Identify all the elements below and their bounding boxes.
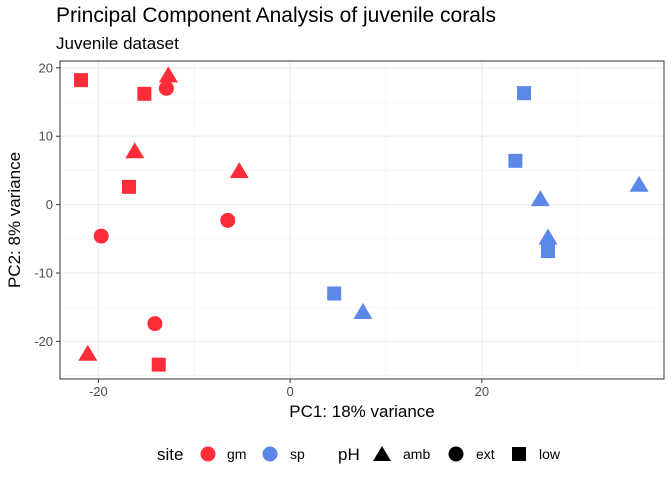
x-tick-label: 20 (475, 384, 489, 399)
legend-title-site: site (157, 445, 183, 464)
legend-label-amb: amb (403, 446, 430, 462)
y-tick-label: -10 (34, 266, 53, 281)
data-point-sp-amb (538, 228, 558, 245)
legend: site gm sp pH amb ext low (157, 445, 561, 464)
x-tick-label: 0 (286, 384, 293, 399)
y-tick-label: 10 (39, 129, 53, 144)
legend-key-low-square-icon (512, 447, 526, 461)
legend-key-ext-circle-icon (448, 446, 464, 462)
legend-label-low: low (539, 446, 561, 462)
data-point-gm-amb (229, 162, 249, 179)
data-point-sp-low (540, 244, 555, 259)
data-point-gm-amb (78, 344, 98, 361)
data-point-gm-low (122, 179, 137, 194)
data-point-sp-amb (629, 175, 649, 192)
data-point-gm-ext (93, 228, 109, 244)
data-points (74, 66, 649, 372)
legend-label-ext: ext (476, 446, 495, 462)
y-tick-label: 20 (39, 60, 53, 75)
axis-ticks: -20 0 20 -20 -10 0 10 20 (34, 60, 489, 399)
chart-title: Principal Component Analysis of juvenile… (56, 4, 497, 27)
data-point-gm-low (137, 86, 152, 101)
data-point-gm-amb (125, 142, 145, 159)
legend-key-sp (262, 446, 278, 462)
data-point-sp-low (508, 153, 523, 168)
data-point-sp-low (517, 86, 532, 101)
legend-key-amb-triangle-icon (373, 446, 391, 461)
data-point-sp-low (327, 286, 342, 301)
x-tick-label: -20 (89, 384, 108, 399)
legend-title-ph: pH (338, 445, 360, 464)
legend-key-gm (200, 446, 216, 462)
x-axis-title: PC1: 18% variance (289, 402, 435, 421)
y-tick-label: 0 (46, 197, 53, 212)
grid-lines (60, 61, 664, 379)
data-point-gm-ext (158, 80, 174, 96)
plot-panel-border (59, 60, 665, 380)
y-tick-label: -20 (34, 334, 53, 349)
legend-label-gm: gm (227, 446, 246, 462)
data-point-gm-low (74, 73, 89, 88)
data-point-gm-amb (158, 66, 178, 83)
data-point-gm-ext (220, 212, 236, 228)
data-point-sp-amb (353, 302, 373, 319)
plot-panel-background (60, 61, 664, 379)
data-point-sp-amb (530, 190, 550, 207)
data-point-gm-ext (147, 316, 163, 332)
legend-label-sp: sp (290, 446, 305, 462)
data-point-gm-low (151, 357, 166, 372)
y-axis-title: PC2: 8% variance (5, 152, 24, 288)
chart-subtitle: Juvenile dataset (56, 34, 179, 53)
